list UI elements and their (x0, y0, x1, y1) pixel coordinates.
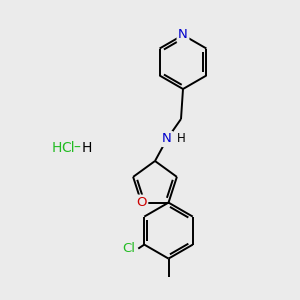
Text: Cl: Cl (122, 242, 135, 255)
Text: N: N (162, 133, 172, 146)
Text: H: H (177, 133, 185, 146)
Text: H: H (82, 141, 92, 155)
Text: O: O (136, 196, 147, 209)
Text: H: H (52, 141, 62, 155)
Text: Cl: Cl (61, 141, 75, 155)
Text: N: N (178, 28, 188, 41)
Text: –: – (74, 141, 80, 155)
